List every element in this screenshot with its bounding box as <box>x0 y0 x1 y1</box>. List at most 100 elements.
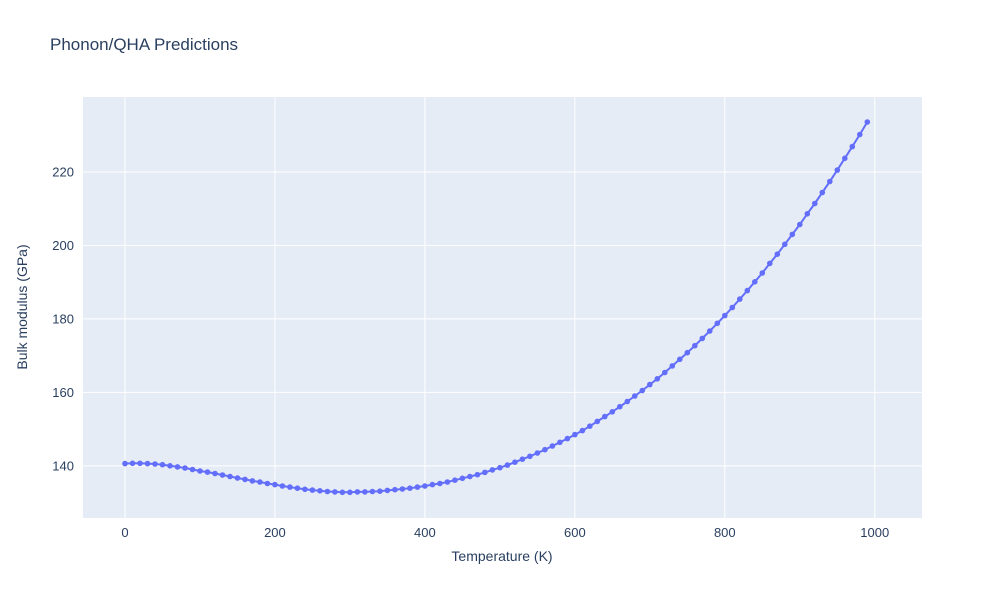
data-point[interactable] <box>519 456 526 463</box>
data-point[interactable] <box>759 270 766 276</box>
data-point[interactable] <box>122 460 128 467</box>
data-point[interactable] <box>789 231 796 238</box>
data-point[interactable] <box>362 489 368 495</box>
data-point[interactable] <box>452 477 458 484</box>
data-point[interactable] <box>834 167 841 173</box>
data-point[interactable] <box>497 464 503 471</box>
data-point[interactable] <box>219 472 226 478</box>
data-point[interactable] <box>444 479 451 485</box>
data-point[interactable] <box>849 143 856 150</box>
data-point[interactable] <box>812 200 818 207</box>
data-point[interactable] <box>512 459 518 466</box>
data-point[interactable] <box>842 155 848 162</box>
data-point[interactable] <box>722 312 728 319</box>
data-point[interactable] <box>414 484 421 490</box>
data-point[interactable] <box>587 423 593 430</box>
data-point[interactable] <box>279 483 286 489</box>
data-point[interactable] <box>819 189 826 196</box>
data-point[interactable] <box>339 489 346 496</box>
data-point[interactable] <box>324 488 331 495</box>
data-point[interactable] <box>804 211 811 217</box>
data-point[interactable] <box>542 446 548 453</box>
data-point[interactable] <box>459 475 466 482</box>
data-point[interactable] <box>714 320 721 327</box>
data-line[interactable] <box>124 121 869 494</box>
data-point[interactable] <box>864 119 871 125</box>
data-point[interactable] <box>182 465 188 471</box>
data-point[interactable] <box>227 473 233 480</box>
data-point[interactable] <box>737 296 743 302</box>
data-point[interactable] <box>354 489 361 495</box>
data-point[interactable] <box>369 488 376 495</box>
data-point[interactable] <box>429 481 436 488</box>
data-point[interactable] <box>242 476 248 483</box>
data-point[interactable] <box>257 479 263 485</box>
data-point[interactable] <box>144 460 151 467</box>
data-point[interactable] <box>617 403 623 410</box>
data-point[interactable] <box>272 481 278 488</box>
data-point[interactable] <box>287 484 293 490</box>
data-point[interactable] <box>347 489 353 496</box>
plot-area[interactable]: 0 200 400 600 800 1000 140 160 180 200 220 <box>52 97 922 540</box>
data-point[interactable] <box>669 363 676 369</box>
data-point[interactable] <box>527 453 533 460</box>
data-point[interactable] <box>129 460 136 467</box>
data-point[interactable] <box>624 398 631 405</box>
data-point[interactable] <box>744 287 751 294</box>
data-point[interactable] <box>489 467 496 473</box>
data-point[interactable] <box>647 381 653 388</box>
data-point[interactable] <box>729 304 736 311</box>
data-point[interactable] <box>437 480 443 487</box>
data-point[interactable] <box>317 488 323 494</box>
data-point[interactable] <box>594 418 601 425</box>
data-point[interactable] <box>827 178 833 185</box>
data-point[interactable] <box>782 241 788 248</box>
data-point[interactable] <box>137 460 143 467</box>
data-point[interactable] <box>159 461 166 468</box>
data-point[interactable] <box>174 464 181 470</box>
data-point[interactable] <box>294 485 301 492</box>
data-point[interactable] <box>572 431 578 438</box>
data-point[interactable] <box>399 486 406 492</box>
data-point[interactable] <box>264 480 271 487</box>
data-point[interactable] <box>392 486 398 493</box>
data-point[interactable] <box>152 461 158 467</box>
data-point[interactable] <box>504 462 511 468</box>
data-point[interactable] <box>234 475 241 481</box>
data-point[interactable] <box>384 487 391 494</box>
data-point[interactable] <box>557 439 563 446</box>
data-point[interactable] <box>407 485 413 492</box>
data-point[interactable] <box>639 387 646 394</box>
data-point[interactable] <box>197 468 203 474</box>
data-point[interactable] <box>579 427 586 434</box>
data-point[interactable] <box>422 483 428 489</box>
data-point[interactable] <box>302 486 308 493</box>
data-point[interactable] <box>309 487 316 493</box>
data-point[interactable] <box>212 470 218 477</box>
data-point[interactable] <box>609 409 616 415</box>
data-point[interactable] <box>167 463 173 469</box>
data-point[interactable] <box>774 251 781 257</box>
data-point[interactable] <box>377 488 383 495</box>
data-point[interactable] <box>564 435 571 442</box>
data-point[interactable] <box>189 466 196 473</box>
data-point[interactable] <box>752 279 758 285</box>
data-point[interactable] <box>797 221 803 228</box>
data-point[interactable] <box>467 473 473 480</box>
data-point[interactable] <box>474 471 481 478</box>
data-point[interactable] <box>332 489 338 495</box>
data-point[interactable] <box>602 413 608 420</box>
data-point[interactable] <box>662 369 668 376</box>
plot-background[interactable] <box>83 97 922 518</box>
data-point[interactable] <box>692 342 698 349</box>
data-point[interactable] <box>699 335 706 342</box>
data-point[interactable] <box>767 260 773 267</box>
data-point[interactable] <box>549 443 556 449</box>
data-point[interactable] <box>249 478 256 484</box>
data-point[interactable] <box>707 328 713 334</box>
data-point[interactable] <box>857 131 863 138</box>
data-point[interactable] <box>684 349 691 356</box>
data-point[interactable] <box>632 393 638 399</box>
data-point[interactable] <box>204 469 211 475</box>
